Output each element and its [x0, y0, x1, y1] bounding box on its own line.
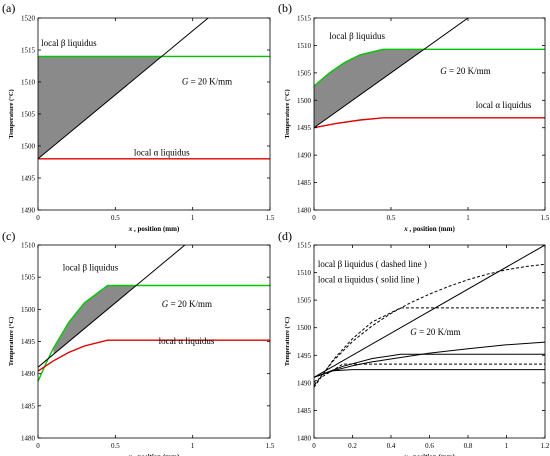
y-tick-label: 1510 [21, 79, 36, 87]
y-tick-label: 1505 [21, 111, 36, 119]
x-axis-label: x , position (mm) [128, 453, 180, 456]
y-tick-label: 1515 [21, 47, 36, 55]
series-line [314, 18, 469, 129]
annotation: local β liquidus [329, 31, 385, 41]
x-tick-label: 1 [466, 214, 470, 222]
x-tick-label: 1.5 [541, 214, 550, 222]
y-tick-label: 1495 [297, 124, 312, 132]
axes-frame [313, 17, 546, 211]
annotation: local α liquidus [159, 336, 215, 346]
annotation: G = 20 K/mm [182, 77, 232, 87]
series-line [314, 48, 545, 87]
y-tick-label: 1500 [297, 324, 312, 332]
series-line [314, 263, 545, 386]
x-tick-label: 1 [505, 442, 509, 450]
panel-label: (c) [2, 229, 15, 243]
y-tick-label: 1480 [21, 435, 36, 443]
x-tick-label: 0.2 [348, 442, 357, 450]
chart-panel: (d) 0 0.2 0.4 0.6 0.8 1 1.2 1480 1485 1490 1495 1500… [278, 229, 550, 456]
annotation: G = 20 K/mm [410, 327, 460, 337]
series-line [38, 18, 209, 160]
y-tick-label: 1495 [21, 175, 36, 183]
y-tick-label: 1485 [297, 179, 312, 187]
x-tick-label: 0 [36, 442, 40, 450]
panel-label: (b) [278, 1, 292, 15]
y-tick-label: 1490 [297, 152, 312, 160]
x-tick-label: 0.8 [464, 442, 473, 450]
x-tick-label: 1.2 [541, 442, 550, 450]
y-tick-label: 1495 [297, 352, 312, 360]
series-line [314, 307, 545, 388]
y-tick-label: 1505 [21, 274, 36, 282]
series-line [314, 363, 545, 383]
panel-label: (d) [278, 229, 292, 243]
y-axis-label: Temperature (°C) [8, 89, 15, 138]
y-tick-label: 1490 [21, 370, 36, 378]
annotation: G = 20 K/mm [440, 66, 490, 76]
y-tick-label: 1515 [297, 242, 312, 250]
y-tick-label: 1500 [297, 97, 312, 105]
chart-panel: (c) 0 0.5 1 1.5 1480 1485 1490 1495 1500 1505 1510 T… [2, 229, 275, 456]
y-tick-label: 1505 [297, 69, 312, 77]
x-axis-label: x , position (mm) [128, 225, 180, 233]
series-line [314, 341, 545, 378]
chart-panel: (a) 0 0.5 1 1.5 1490 1495 1500 1505 1510 1515 1520 T… [2, 1, 275, 233]
x-tick-label: 1.5 [266, 442, 275, 450]
series-line [38, 284, 270, 382]
x-tick-label: 0.5 [111, 442, 120, 450]
chart-panel: (b) 0 0.5 1 1.5 1480 1485 1490 1495 1500 1505 1510 1… [278, 1, 550, 233]
x-tick-label: 0 [312, 442, 316, 450]
x-axis-label: x , position (mm) [403, 453, 455, 456]
annotation: G = 20 K/mm [162, 299, 212, 309]
y-tick-label: 1485 [21, 402, 36, 410]
y-tick-label: 1500 [21, 143, 36, 151]
y-tick-label: 1485 [297, 407, 312, 415]
x-tick-label: 0.4 [387, 442, 396, 450]
y-tick-label: 1480 [297, 435, 312, 443]
annotation: local α liquidus [476, 100, 532, 110]
y-axis-label: Temperature (°C) [284, 317, 291, 366]
y-axis-label: Temperature (°C) [284, 89, 291, 138]
panel-label: (a) [2, 1, 15, 15]
y-tick-label: 1490 [297, 379, 312, 387]
y-tick-label: 1480 [297, 207, 312, 215]
x-tick-label: 1 [191, 214, 195, 222]
y-tick-label: 1505 [297, 297, 312, 305]
annotation: local β liquidus [41, 38, 97, 48]
y-tick-label: 1495 [21, 338, 36, 346]
x-tick-label: 0.6 [425, 442, 434, 450]
y-tick-label: 1520 [21, 15, 36, 23]
y-tick-label: 1490 [21, 207, 36, 215]
x-axis-label: x , position (mm) [403, 225, 455, 233]
series-line [314, 369, 545, 378]
series-line [314, 245, 545, 378]
y-tick-label: 1510 [297, 42, 312, 50]
annotation: local β liquidus ( dashed line ) [318, 259, 427, 269]
annotation: local α liquidus ( solid line ) [318, 274, 420, 284]
series-line [314, 117, 545, 129]
series-line [38, 245, 186, 368]
x-tick-label: 1.5 [266, 214, 275, 222]
x-tick-label: 0.5 [111, 214, 120, 222]
axes-frame [37, 244, 271, 439]
x-tick-label: 1 [191, 442, 195, 450]
series-line [314, 353, 545, 378]
y-tick-label: 1510 [21, 242, 36, 250]
annotation: local α liquidus [134, 148, 190, 158]
x-tick-label: 0 [36, 214, 40, 222]
x-tick-label: 0.5 [387, 214, 396, 222]
annotation: local β liquidus [63, 263, 119, 273]
y-tick-label: 1500 [21, 306, 36, 314]
x-tick-label: 0 [312, 214, 316, 222]
series-line [38, 339, 270, 372]
y-tick-label: 1515 [297, 15, 312, 23]
y-axis-label: Temperature (°C) [8, 317, 15, 366]
y-tick-label: 1510 [297, 269, 312, 277]
